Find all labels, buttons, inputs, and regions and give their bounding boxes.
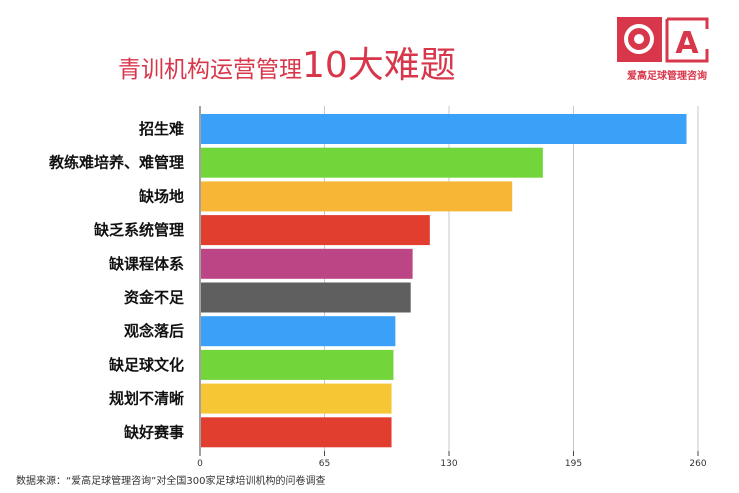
bar — [201, 417, 392, 448]
bar — [201, 316, 396, 347]
title-part2: 10大难题 — [302, 45, 456, 86]
bar — [201, 114, 687, 144]
x-tick-label: 65 — [319, 459, 330, 469]
x-tick-label: 130 — [440, 459, 457, 469]
svg-text:爱高足球管理咨询: 爱高足球管理咨询 — [627, 69, 707, 82]
bar — [201, 181, 513, 212]
x-tick-label: 0 — [197, 459, 203, 469]
chart-title: 青训机构运营管理10大难题 — [118, 36, 456, 88]
bar — [201, 215, 430, 246]
bar — [201, 248, 413, 279]
x-tick-label: 195 — [565, 459, 582, 469]
category-label: 缺课程体系 — [108, 255, 184, 273]
svg-text:A: A — [675, 26, 699, 61]
category-label: 教练难培养、难管理 — [48, 154, 184, 172]
bar — [201, 349, 394, 380]
category-label: 规划不清晰 — [109, 390, 184, 408]
category-label: 缺好赛事 — [123, 423, 184, 441]
bar — [201, 147, 543, 178]
category-label: 缺乏系统管理 — [93, 221, 184, 239]
category-label: 招生难 — [139, 120, 184, 138]
category-label: 观念落后 — [124, 322, 184, 340]
title-part1: 青训机构运营管理 — [118, 57, 302, 83]
source-note: 数据来源：“爱高足球管理咨询”对全国300家足球培训机构的问卷调查 — [16, 476, 326, 487]
bar — [201, 383, 392, 414]
logo: A 爱高足球管理咨询 — [617, 17, 709, 82]
x-tick-label: 260 — [689, 459, 706, 469]
category-label: 缺场地 — [138, 187, 184, 205]
bar — [201, 282, 411, 313]
category-label: 缺足球文化 — [108, 356, 184, 374]
category-label: 资金不足 — [124, 289, 185, 307]
